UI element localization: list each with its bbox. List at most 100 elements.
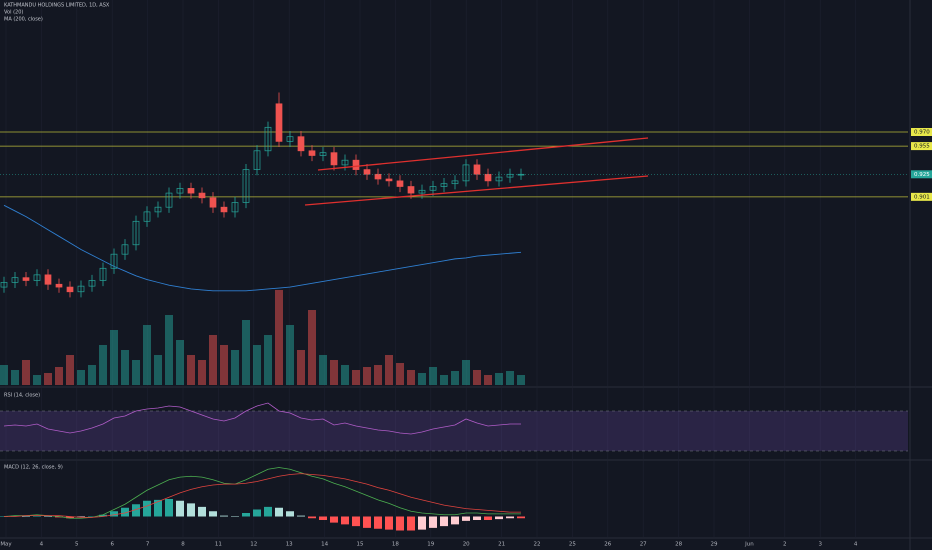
x-tick-label: 5 (75, 542, 79, 548)
volume-bar (209, 335, 217, 385)
candle-body (220, 206, 228, 213)
volume-bar (363, 367, 371, 385)
histogram-bar (55, 516, 63, 518)
candle-body (517, 173, 525, 176)
x-tick-label: 15 (357, 542, 364, 548)
volume-bar (231, 350, 239, 385)
ma-legend: MA (200, close) (4, 17, 43, 23)
histogram-bar (209, 511, 217, 517)
candle-body (418, 189, 426, 194)
candle-body (495, 176, 503, 182)
x-tick-label: 28 (675, 542, 682, 548)
histogram-bar (429, 516, 437, 528)
volume-bar (110, 330, 118, 385)
level-label: 0.955 (914, 144, 930, 150)
histogram-bar (462, 516, 470, 521)
volume-bar (176, 340, 184, 385)
candle-body (55, 283, 63, 288)
volume-bar (341, 365, 349, 385)
histogram-bar (154, 499, 162, 517)
level-label: 0.970 (914, 130, 930, 136)
x-tick-label: 2 (783, 542, 787, 548)
volume-bar (297, 350, 305, 385)
volume-bar (99, 345, 107, 385)
x-tick-label: 7 (146, 542, 150, 548)
candle-body (44, 274, 52, 285)
volume-bar (451, 371, 459, 385)
axis: May 4 5 6 7 8 11 12 13 14 15 18 19 20 21 22 25 26 27 28 29 Ju… (0, 128, 932, 548)
histogram-bar (275, 507, 283, 517)
histogram-bar (297, 515, 305, 517)
candle-body (165, 192, 173, 208)
volume-bar (121, 350, 129, 385)
candle-body (33, 274, 41, 281)
trend-line (317, 137, 649, 171)
histogram-bar (22, 516, 30, 517)
line (3, 204, 522, 292)
plot (0, 92, 908, 531)
x-tick-label: 12 (250, 542, 257, 548)
volume-bar (374, 365, 382, 385)
volume-bar (88, 365, 96, 385)
candle-body (374, 173, 382, 180)
candle-body (11, 277, 19, 283)
x-tick-label: 20 (463, 542, 470, 548)
candle-body (143, 211, 151, 222)
histogram-bar (418, 516, 426, 530)
candle-body (286, 136, 294, 142)
level-tag (911, 192, 932, 201)
histogram-bar (132, 504, 140, 517)
x-tick-label: 29 (711, 542, 718, 548)
candle-body (0, 282, 8, 288)
volume-bar (506, 371, 514, 385)
volume-bar (275, 290, 283, 385)
histogram-bar (352, 516, 360, 527)
candle-body (352, 159, 360, 170)
histogram-bar (451, 516, 459, 525)
histogram-bar (473, 516, 481, 520)
candle-body (242, 169, 250, 203)
volume-bar (396, 363, 404, 385)
histogram-bar (220, 515, 228, 517)
candle-body (154, 206, 162, 213)
candle-body (22, 277, 30, 281)
histogram-bar (187, 503, 195, 517)
x-tick-label: Jun (744, 542, 754, 548)
histogram-bar (495, 516, 503, 520)
x-tick-label: 19 (427, 542, 434, 548)
histogram-bar (308, 516, 316, 519)
histogram-bar (286, 511, 294, 517)
candle-body (407, 186, 415, 194)
candle-body (209, 197, 217, 208)
histogram-bar (330, 516, 338, 523)
histogram-bar (33, 515, 41, 517)
x-tick-label: 18 (392, 542, 399, 548)
level-tag (911, 128, 932, 136)
histogram-bar (319, 516, 327, 520)
histogram-bar (385, 516, 393, 530)
trend-line (304, 175, 649, 206)
volume-bar (264, 335, 272, 385)
histogram-bar (66, 516, 74, 519)
volume-bar (286, 325, 294, 385)
level-label: 0.901 (914, 194, 930, 200)
volume-bar (154, 355, 162, 385)
histogram-bar (121, 507, 129, 517)
candle-body (297, 136, 305, 152)
candle-body (462, 164, 470, 182)
volume-bar (187, 355, 195, 385)
candle-body (385, 178, 393, 182)
x-tick-label: 11 (215, 542, 222, 548)
line (3, 402, 521, 435)
volume-bar (330, 360, 338, 385)
volume-bar (66, 355, 74, 385)
x-tick-label: 21 (498, 542, 505, 548)
volume-bar (352, 370, 360, 385)
volume-bar (220, 345, 228, 385)
x-tick-label: 22 (534, 542, 541, 548)
histogram-bar (176, 500, 184, 517)
volume-bar (418, 373, 426, 385)
x-tick-label: 4 (40, 542, 44, 548)
x-tick-label: 3 (818, 542, 822, 548)
